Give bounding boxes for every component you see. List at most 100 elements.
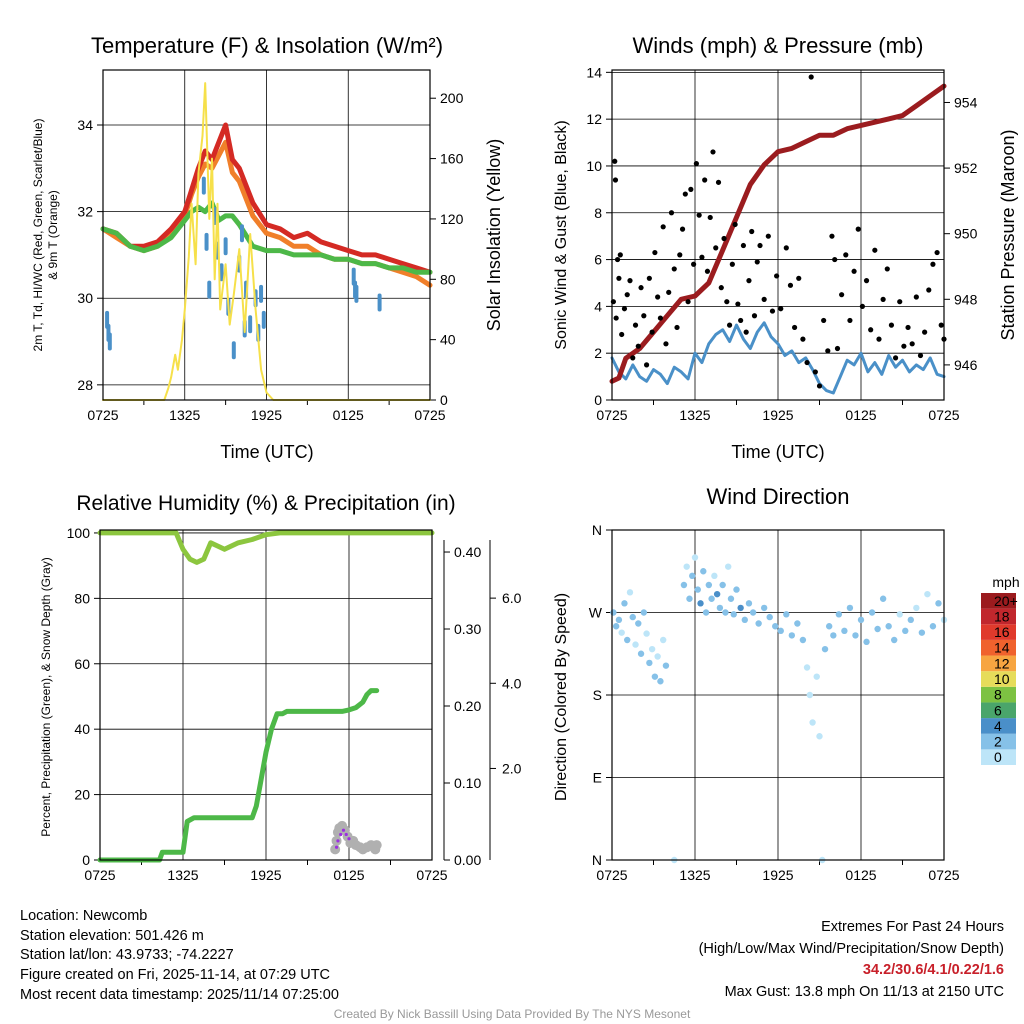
wind-direction-point xyxy=(711,572,718,580)
wind-direction-point xyxy=(830,632,837,639)
wind-direction-point xyxy=(857,616,865,624)
data-point-gust xyxy=(630,355,636,361)
wind-direction-point xyxy=(708,595,715,602)
data-point-gust xyxy=(713,245,719,251)
data-point-gust xyxy=(843,252,849,258)
legend-swatch xyxy=(981,655,1016,672)
data-point-gust xyxy=(901,343,907,349)
wind-direction-point xyxy=(896,611,903,618)
data-point-hi-wc xyxy=(248,315,253,334)
data-point-gust xyxy=(816,383,823,389)
winds-panel: Winds (mph) & Pressure (mb) Time (UTC) S… xyxy=(553,33,1018,462)
wind-direction-point xyxy=(825,623,833,630)
wind-direction-point xyxy=(727,595,735,602)
wind-direction-point xyxy=(662,662,670,669)
data-point-gust xyxy=(876,336,882,342)
plot-frame xyxy=(99,529,433,861)
data-point-gust xyxy=(909,341,915,347)
data-point-gust xyxy=(783,245,789,251)
x-tick-label: 1925 xyxy=(762,867,793,883)
legend-swatch xyxy=(981,733,1016,750)
data-point-gust xyxy=(693,161,699,167)
wind-direction-point xyxy=(648,645,656,653)
y-tick-label: 30 xyxy=(77,290,93,306)
data-point-gust xyxy=(829,233,835,239)
data-point-gust xyxy=(913,294,919,300)
y-tick-label: 34 xyxy=(77,117,93,133)
legend-swatch xyxy=(981,686,1016,703)
data-point-gust xyxy=(922,329,928,335)
data-point-gust xyxy=(674,324,680,331)
temperature-xlabel: Time (UTC) xyxy=(220,442,313,462)
wind-direction-point xyxy=(659,636,667,644)
data-point-gust xyxy=(696,212,702,218)
y-tick-label: 6 xyxy=(594,252,602,268)
y2-tick-label: 0.00 xyxy=(454,852,481,868)
data-point-gust xyxy=(721,235,727,242)
x-tick-label: 1325 xyxy=(167,867,198,883)
wind-direction-point xyxy=(680,581,688,589)
legend-label: 12 xyxy=(994,655,1010,671)
y-tick-label: 4 xyxy=(594,298,602,314)
data-point-gust xyxy=(897,299,903,305)
legend-swatch xyxy=(981,718,1016,734)
wind-direction-point xyxy=(745,600,753,607)
data-point-gust xyxy=(884,266,890,272)
data-point-gust xyxy=(643,362,650,368)
y-tick-label: E xyxy=(593,770,602,786)
wind-direction-point xyxy=(615,616,623,624)
data-point-gust xyxy=(617,252,623,258)
wind-direction-point xyxy=(657,678,664,685)
wind-direction-ylabel: Direction (Colored By Speed) xyxy=(553,593,570,801)
data-point-gust xyxy=(652,249,658,256)
wind-direction-point xyxy=(902,627,909,635)
wind-direction-point xyxy=(730,611,737,618)
y-tick-label: 40 xyxy=(74,721,90,737)
y3-tick-label: 6.0 xyxy=(502,590,522,606)
data-point-gust xyxy=(892,355,899,361)
elevation-text: Station elevation: 501.426 m xyxy=(20,927,204,944)
data-point-gust xyxy=(660,224,666,230)
station-info: Location: Newcomb Station elevation: 501… xyxy=(20,907,339,1006)
wind-direction-point xyxy=(885,623,892,630)
wind-direction-point xyxy=(637,650,645,657)
legend-label: 6 xyxy=(994,702,1002,718)
data-point-gust xyxy=(612,158,618,164)
y-tick-label: 14 xyxy=(586,64,602,80)
solar-ylabel: Solar Insolation (Yellow) xyxy=(484,139,504,331)
wind-direction-point xyxy=(635,620,642,627)
data-point-gust xyxy=(632,322,639,328)
humidity-title: Relative Humidity (%) & Precipitation (i… xyxy=(76,492,455,515)
data-point-gust xyxy=(926,287,932,293)
data-point-gust xyxy=(863,278,870,284)
y-tick-label: N xyxy=(592,852,602,868)
x-tick-label: 0125 xyxy=(845,407,876,423)
y2-tick-label: 952 xyxy=(954,160,978,176)
y2-tick-label: 120 xyxy=(440,211,464,227)
temperature-ylabel-line2: & 9m T (Orange) xyxy=(46,190,60,280)
x-tick-label: 0725 xyxy=(928,407,959,423)
x-tick-label: 0725 xyxy=(87,407,118,423)
data-point-gust xyxy=(774,273,780,279)
data-point-gust xyxy=(800,336,806,342)
data-point-gust xyxy=(765,233,771,239)
plot-frame xyxy=(102,69,431,401)
x-tick-label: 0725 xyxy=(414,407,445,423)
legend-label: 20+ xyxy=(994,593,1018,609)
y-tick-label: W xyxy=(589,605,603,621)
data-point-gust xyxy=(699,254,705,260)
legend-label: 4 xyxy=(994,718,1002,734)
data-point-gust xyxy=(666,289,672,295)
y2-tick-label: 0.10 xyxy=(454,775,481,791)
wind-direction-point xyxy=(689,572,696,580)
y-tick-label: 32 xyxy=(77,204,93,220)
wind-direction-point xyxy=(835,611,843,618)
plot-frame xyxy=(611,69,945,401)
max-gust-text: Max Gust: 13.8 mph On 11/13 at 2150 UTC xyxy=(724,983,1004,1000)
x-tick-label: 1325 xyxy=(169,407,200,423)
y2-tick-label: 0.40 xyxy=(454,544,481,560)
data-point-gust xyxy=(930,261,936,267)
wind-direction-point xyxy=(694,586,701,593)
series-line-rh xyxy=(97,530,435,565)
y-tick-label: 12 xyxy=(586,111,602,127)
